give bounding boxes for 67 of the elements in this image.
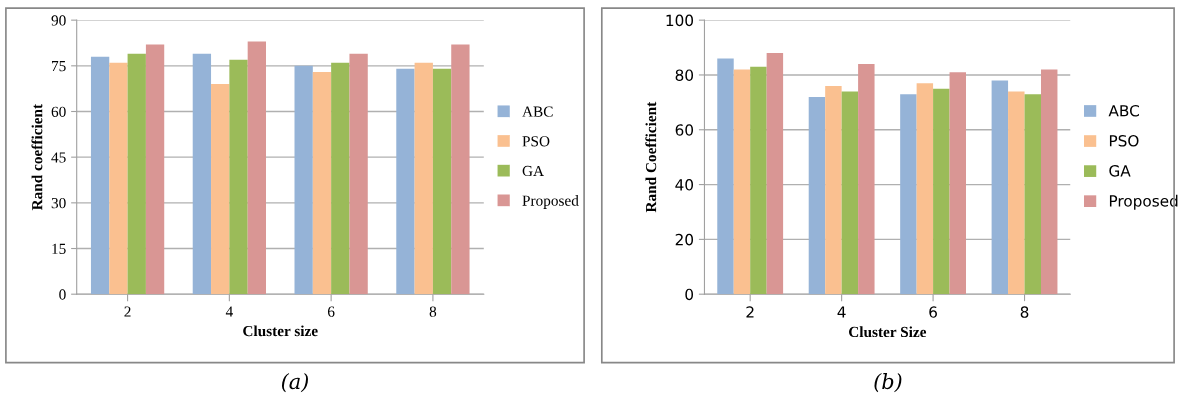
y-tick-label: 30	[51, 197, 66, 209]
legend-label: Proposed	[1109, 194, 1178, 210]
y-tick-label: 60	[675, 124, 694, 136]
bar	[1041, 69, 1058, 295]
bar	[841, 91, 859, 295]
x-tick-label: 6	[327, 306, 335, 317]
y-tick-label: 100	[666, 14, 694, 27]
bar	[331, 62, 350, 295]
bar	[127, 53, 146, 295]
bar	[766, 53, 784, 295]
legend-label: GA	[522, 165, 544, 177]
bar	[414, 62, 433, 295]
bar	[933, 88, 950, 295]
x-tick-label: 8	[1020, 306, 1029, 318]
bar	[294, 65, 313, 295]
bar	[109, 62, 128, 295]
x-tick-label: 4	[225, 306, 233, 317]
x-tick-label: 2	[124, 306, 131, 317]
bar	[192, 53, 212, 295]
bar	[1008, 91, 1025, 295]
y-tick-label: 15	[52, 243, 66, 254]
y-axis-title: Rand Coefficient	[645, 101, 657, 213]
bar	[733, 69, 751, 295]
bar	[916, 83, 934, 295]
bar	[247, 41, 266, 295]
bar	[211, 84, 230, 295]
bar	[808, 96, 826, 295]
bar	[750, 66, 767, 295]
bar	[145, 44, 165, 295]
y-tick-label: 60	[51, 106, 66, 117]
bar	[949, 72, 967, 295]
y-tick-label: 90	[51, 15, 66, 26]
y-tick-label: 0	[59, 289, 66, 300]
bar	[717, 58, 734, 295]
bar	[396, 68, 415, 295]
legend-label: GA	[1109, 165, 1131, 177]
bar	[858, 64, 875, 295]
y-tick-label: 45	[51, 152, 66, 163]
x-axis-title: Cluster size	[243, 325, 318, 337]
y-tick-label: 75	[52, 61, 66, 72]
x-tick-label: 8	[429, 306, 437, 317]
bar	[312, 71, 332, 295]
y-axis-title: Rand coefficient	[31, 103, 43, 211]
legend-label: PSO	[522, 136, 550, 147]
text: (a)	[281, 373, 309, 393]
y-tick-label: 0	[685, 288, 694, 301]
bar	[991, 80, 1009, 295]
legend-label: Proposed	[522, 195, 579, 209]
y-tick-label: 80	[675, 69, 694, 81]
legend-label: ABC	[522, 106, 553, 117]
bar	[349, 53, 368, 295]
bar	[90, 56, 110, 295]
x-tick-label: 4	[837, 306, 846, 318]
x-tick-label: 6	[929, 306, 937, 318]
bar	[900, 94, 917, 295]
bar	[825, 85, 842, 295]
bar	[1024, 94, 1041, 295]
bar	[229, 59, 248, 295]
x-tick-label: 2	[746, 306, 754, 318]
x-axis-title: Cluster Size	[848, 326, 927, 338]
y-tick-label: 40	[675, 179, 694, 191]
bar	[432, 68, 452, 295]
y-tick-label: 20	[675, 233, 694, 246]
legend-label: ABC	[1108, 104, 1139, 117]
text: (b)	[874, 373, 902, 393]
legend-label: PSO	[1109, 135, 1139, 147]
bar	[451, 44, 470, 295]
